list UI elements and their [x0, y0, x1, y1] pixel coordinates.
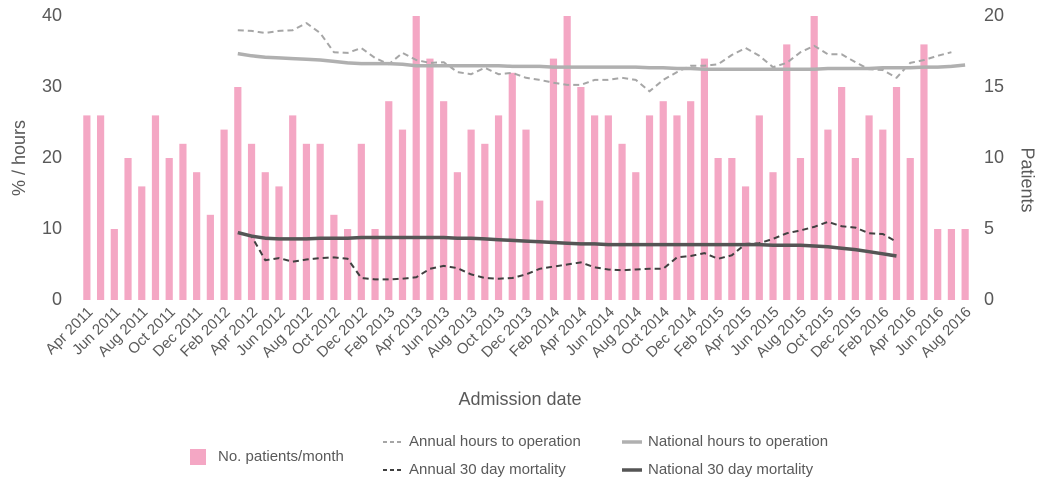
bar [591, 115, 599, 301]
bar [220, 129, 228, 300]
y-tick-label: 10 [42, 218, 62, 238]
bar [934, 229, 942, 300]
bar [234, 87, 242, 300]
legend-label: Annual hours to operation [409, 433, 581, 450]
bar [645, 115, 654, 301]
y-tick-label: 0 [52, 289, 62, 309]
bar [357, 143, 365, 300]
bar [920, 44, 928, 301]
y-axis-title: % / hours [9, 120, 29, 196]
bar [426, 58, 434, 300]
bar [412, 16, 420, 300]
bar [138, 186, 146, 300]
line-series [237, 230, 897, 258]
bar [316, 143, 324, 300]
bar [179, 143, 187, 300]
bar [193, 172, 201, 300]
bar [508, 72, 516, 300]
bar [275, 186, 283, 300]
x-axis-title: Admission date [458, 389, 581, 409]
bar [810, 16, 818, 300]
legend-label: National hours to operation [648, 433, 828, 450]
bar [481, 143, 489, 300]
bar [494, 115, 503, 301]
bar [824, 129, 832, 300]
line-series [237, 220, 897, 281]
bar [124, 158, 132, 300]
bar [247, 143, 256, 300]
y2-tick-label: 5 [984, 218, 994, 238]
bar [96, 115, 105, 301]
line-series [237, 51, 966, 72]
bar [673, 115, 681, 301]
bar [961, 229, 969, 300]
bar [700, 58, 708, 300]
bar [618, 143, 626, 300]
bar [467, 129, 475, 300]
bar [83, 115, 91, 301]
bar [385, 101, 393, 300]
legend-label: No. patients/month [218, 448, 344, 465]
bar [453, 172, 461, 300]
bar [577, 87, 585, 300]
bar [110, 229, 118, 300]
bar [714, 158, 722, 300]
bar [151, 115, 160, 301]
bar [344, 229, 352, 300]
bar [604, 115, 612, 301]
bar [563, 16, 571, 300]
bar [536, 200, 544, 300]
bar [549, 58, 558, 300]
bar [783, 44, 791, 301]
bar [165, 158, 173, 300]
line-series [237, 22, 952, 93]
y2-tick-label: 15 [984, 76, 1004, 96]
bar [728, 158, 736, 300]
bar [906, 158, 914, 300]
bar [289, 115, 297, 301]
y2-axis-title: Patients [1017, 147, 1037, 212]
bar [892, 87, 901, 300]
bar [947, 229, 956, 300]
bar [687, 101, 695, 300]
bar [302, 143, 311, 300]
bar [796, 158, 805, 300]
legend-label: National 30 day mortality [648, 461, 814, 478]
y-tick-label: 20 [42, 147, 62, 167]
bar [632, 172, 640, 300]
y-tick-label: 30 [42, 76, 62, 96]
bar [865, 115, 873, 301]
bar [879, 129, 887, 300]
y2-tick-label: 10 [984, 147, 1004, 167]
bar [371, 229, 379, 300]
y2-tick-label: 20 [984, 5, 1004, 25]
bar [522, 129, 530, 300]
legend-label: Annual 30 day mortality [409, 461, 566, 478]
bar [851, 158, 859, 300]
bar [261, 172, 269, 300]
bar [206, 214, 214, 300]
bar [838, 87, 846, 300]
y-tick-label: 40 [42, 5, 62, 25]
legend-swatch [190, 449, 206, 465]
bar [440, 101, 448, 300]
y2-tick-label: 0 [984, 289, 994, 309]
bar [398, 129, 407, 300]
bar [769, 172, 777, 300]
bar [659, 101, 667, 300]
bar [755, 115, 763, 301]
